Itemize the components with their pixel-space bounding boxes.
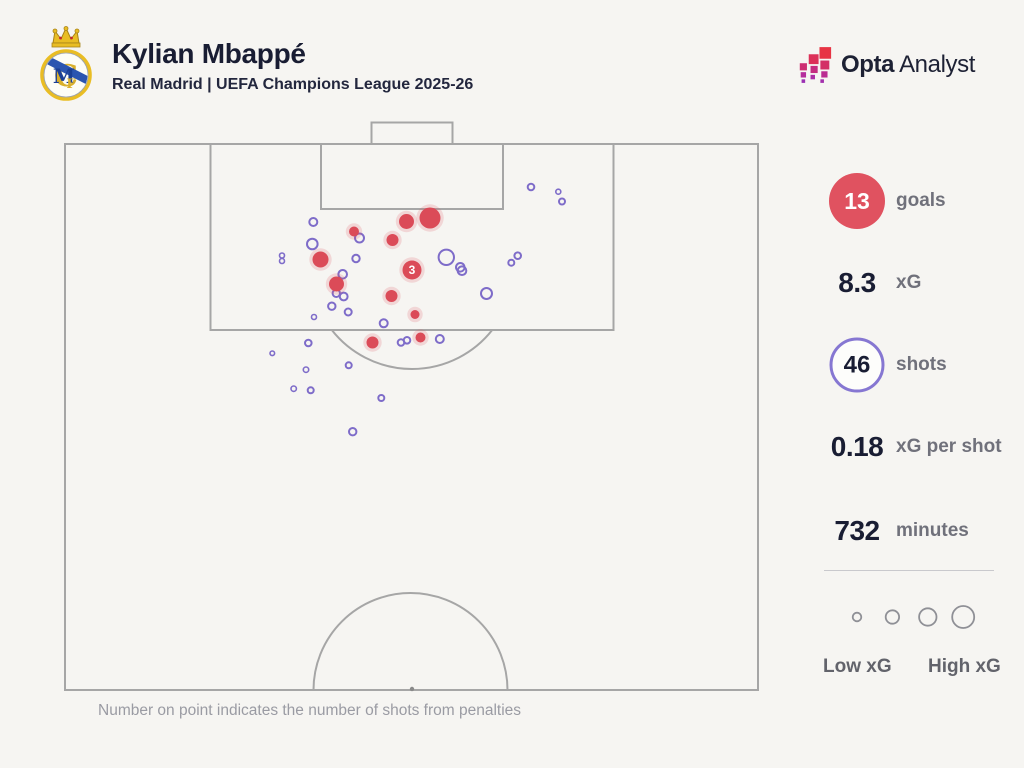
shot-marker <box>351 253 361 264</box>
shot-marker <box>290 385 298 393</box>
shots-label: shots <box>896 354 947 375</box>
goal-marker <box>385 290 398 302</box>
goal-marker <box>329 276 344 292</box>
penalty-arc <box>331 329 493 370</box>
goal-marker <box>402 260 422 280</box>
goals-value: 13 <box>844 187 870 214</box>
shot-marker <box>354 232 365 244</box>
xg-size-legend <box>851 605 976 629</box>
crest-monogram: C M F <box>44 53 88 94</box>
real-madrid-crest-icon: C M F <box>40 26 92 101</box>
legend-size-circle <box>918 607 938 627</box>
shot-marker <box>402 336 412 345</box>
xg-per-shot-label: xG per shot <box>896 436 1002 457</box>
opta-analyst-logo: Opta Analyst <box>798 44 975 86</box>
penalty-count-label: 3 <box>409 263 416 277</box>
stat-row-shots: 46 shots <box>790 337 1024 393</box>
shot-marker <box>377 394 386 402</box>
center-circle <box>312 592 509 691</box>
pitch-lines <box>64 121 759 691</box>
legend-size-circle <box>851 611 863 623</box>
sidebar-divider <box>824 570 994 571</box>
stat-row-minutes: 732 minutes <box>790 503 1024 559</box>
goal-marker <box>312 251 329 268</box>
goal-frame <box>370 121 454 145</box>
svg-text:F: F <box>66 77 76 92</box>
minutes-label: minutes <box>896 520 969 541</box>
goals-label: goals <box>896 190 946 211</box>
goal-marker <box>410 310 420 319</box>
xg-value: 8.3 <box>838 267 876 298</box>
xg-per-shot-value: 0.18 <box>830 431 884 462</box>
shot-marker <box>304 338 313 348</box>
goal-marker <box>399 214 414 229</box>
legend-size-circle <box>951 605 976 629</box>
shot-marker <box>526 182 536 192</box>
shot-marker <box>278 257 286 265</box>
legend-low-label: Low xG <box>823 656 892 677</box>
crest-band <box>44 53 88 89</box>
opta-wordmark: Opta Analyst <box>841 51 975 78</box>
six-yard-box <box>320 143 504 210</box>
svg-text:M: M <box>53 64 75 88</box>
shot-marker <box>480 287 493 300</box>
shot-marker <box>437 248 455 266</box>
shot-marker <box>507 258 516 267</box>
shot-marker <box>558 197 566 206</box>
shot-marker <box>456 265 468 277</box>
shot-marker <box>348 427 358 437</box>
shots-badge: 46 <box>829 337 885 393</box>
shot-marker <box>306 237 319 251</box>
shot-marker <box>308 217 319 227</box>
goal-marker <box>415 332 426 343</box>
penalty-note-caption: Number on point indicates the number of … <box>98 702 522 719</box>
shot-marker <box>338 291 349 302</box>
shot-marker <box>327 301 337 311</box>
goal-marker <box>349 226 359 237</box>
shot-markers: 3 <box>269 182 566 437</box>
shots-value: 46 <box>843 351 871 378</box>
penalty-box <box>209 143 615 331</box>
shot-marker <box>337 269 349 280</box>
minutes-value: 732 <box>834 515 880 546</box>
page-subtitle: Real Madrid | UEFA Champions League 2025… <box>112 76 474 93</box>
goal-marker <box>386 234 399 246</box>
goal-marker <box>419 207 441 229</box>
shot-marker <box>278 252 286 259</box>
legend-high-label: High xG <box>928 656 1001 677</box>
shot-marker <box>343 307 353 317</box>
xg-label: xG <box>896 272 922 293</box>
legend-size-circle <box>884 609 901 625</box>
shot-marker <box>306 386 315 395</box>
shot-marker <box>344 361 353 370</box>
shot-marker <box>513 251 523 260</box>
page-title: Kylian Mbappé <box>112 38 306 69</box>
shot-marker <box>269 350 276 357</box>
shot-marker <box>434 334 445 344</box>
shot-marker <box>310 313 318 321</box>
stat-row-goals: 13 goals <box>790 173 1024 229</box>
center-spot <box>409 686 415 692</box>
stat-row-xg: 8.3 xG <box>790 255 1024 311</box>
goal-marker <box>366 336 379 349</box>
stat-row-xg-per-shot: 0.18 xG per shot <box>790 419 1024 475</box>
header-title-block: Kylian Mbappé Real Madrid | UEFA Champio… <box>112 38 473 94</box>
goals-badge: 13 <box>829 173 885 229</box>
shot-marker <box>378 318 389 329</box>
shot-marker <box>302 366 310 374</box>
shot-marker <box>554 188 562 195</box>
opta-mark-icon <box>799 47 832 83</box>
